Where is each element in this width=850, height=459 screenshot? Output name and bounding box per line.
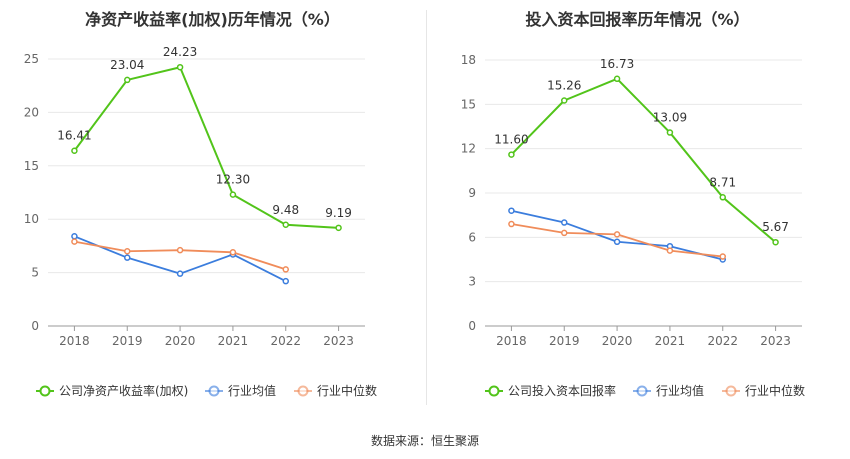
- x-tick-label: 2022: [270, 334, 301, 348]
- data-point-main: [176, 63, 184, 71]
- roe-line-chart: 0 5 10 15 20 25 2018 2019 2020 2021 2022 2023 16.41 2…: [24, 45, 377, 398]
- y-tick-label: 0: [468, 319, 476, 333]
- data-point-median: [666, 247, 674, 254]
- y-tick-label: 15: [24, 159, 39, 173]
- data-label: 5.67: [762, 220, 789, 234]
- data-label: 24.23: [163, 45, 197, 59]
- y-tick-label: 12: [461, 142, 476, 156]
- data-label: 13.09: [653, 111, 687, 125]
- data-point-main: [666, 129, 674, 136]
- data-point-main: [508, 151, 515, 158]
- y-tick-label: 9: [468, 186, 476, 200]
- x-tick-label: 2019: [112, 334, 143, 348]
- y-tick-label: 6: [468, 230, 476, 244]
- data-point-median: [613, 231, 621, 238]
- roic-chart-title: 投入资本回报率历年情况（%）: [525, 10, 750, 29]
- legend-label-median: 行业中位数: [317, 383, 377, 398]
- data-label: 9.19: [325, 206, 352, 220]
- y-tick-label: 0: [31, 319, 39, 333]
- data-point-avg: [613, 238, 621, 246]
- legend-marker-median: [725, 385, 737, 397]
- roe-chart-title: 净资产收益率(加权)历年情况（%）: [85, 10, 340, 29]
- data-point-median: [229, 249, 237, 256]
- data-label: 23.04: [110, 58, 144, 72]
- y-tick-label: 5: [31, 266, 39, 280]
- data-point-main: [229, 191, 237, 198]
- x-tick-label: 2020: [602, 334, 633, 348]
- x-tick-label: 2022: [707, 334, 738, 348]
- legend-label-avg: 行业均值: [656, 383, 704, 398]
- x-tick-label: 2019: [549, 334, 580, 348]
- data-point-median: [508, 220, 515, 228]
- legend-label-median: 行业中位数: [745, 383, 805, 398]
- roe-chart-panel: 净资产收益率(加权)历年情况（%） 0 5 10 15 20 25 2018 2019 2020…: [0, 0, 425, 420]
- data-source-label: 数据来源：恒生聚源: [370, 434, 479, 448]
- data-point-avg: [124, 254, 131, 261]
- data-label: 9.48: [272, 203, 299, 217]
- data-label: 12.30: [216, 173, 250, 187]
- series-line-main: [73, 66, 339, 229]
- data-point-avg: [71, 233, 78, 240]
- y-tick-label: 15: [461, 97, 476, 111]
- legend-label-avg: 行业均值: [228, 383, 276, 398]
- data-point-main: [282, 221, 289, 229]
- data-point-main: [613, 75, 621, 83]
- data-point-avg: [176, 270, 184, 277]
- legend-marker-median: [297, 385, 309, 397]
- legend-marker-avg: [636, 385, 648, 397]
- legend-label-main: 公司投入资本回报率: [508, 383, 616, 398]
- x-tick-label: 2023: [760, 334, 791, 348]
- x-tick-label: 2020: [165, 334, 196, 348]
- data-point-main: [335, 224, 342, 232]
- data-label: 8.71: [709, 175, 736, 189]
- data-point-avg: [282, 277, 289, 285]
- y-tick-label: 3: [468, 275, 476, 289]
- data-point-main: [772, 238, 779, 246]
- data-point-main: [561, 97, 568, 104]
- y-tick-label: 25: [24, 52, 39, 66]
- y-tick-label: 20: [24, 105, 39, 119]
- legend-label-main: 公司净资产收益率(加权): [59, 383, 188, 398]
- x-tick-label: 2021: [655, 334, 686, 348]
- roic-chart-panel: 投入资本回报率历年情况（%） 0 3 6 9 12 15 18 2018 2019 2020 202…: [425, 0, 850, 420]
- data-point-median: [561, 229, 568, 237]
- data-point-median: [176, 246, 184, 254]
- data-point-main: [719, 194, 726, 201]
- legend-marker-main: [488, 385, 500, 397]
- series-line-main: [510, 77, 777, 243]
- data-point-median: [124, 247, 131, 255]
- x-tick-label: 2023: [323, 334, 354, 348]
- data-label: 16.73: [600, 57, 634, 71]
- x-tick-label: 2018: [59, 334, 90, 348]
- roic-line-chart: 0 3 6 9 12 15 18 2018 2019 2020 2021 2022 2023 11.60 1…: [461, 53, 805, 398]
- data-label: 11.60: [494, 133, 528, 147]
- y-tick-label: 18: [461, 53, 476, 67]
- data-label: 16.41: [57, 129, 91, 143]
- legend-marker-main: [39, 385, 51, 397]
- data-point-median: [719, 253, 726, 260]
- x-tick-label: 2018: [496, 334, 527, 348]
- data-point-avg: [508, 207, 515, 214]
- data-point-median: [71, 238, 78, 245]
- data-point-main: [124, 76, 131, 84]
- data-point-avg: [561, 219, 568, 226]
- data-point-main: [71, 147, 78, 154]
- panel-divider: [426, 10, 427, 405]
- x-tick-label: 2021: [218, 334, 249, 348]
- data-label: 15.26: [547, 78, 581, 92]
- data-point-median: [282, 266, 289, 273]
- legend-marker-avg: [208, 385, 220, 397]
- y-tick-label: 10: [24, 212, 39, 226]
